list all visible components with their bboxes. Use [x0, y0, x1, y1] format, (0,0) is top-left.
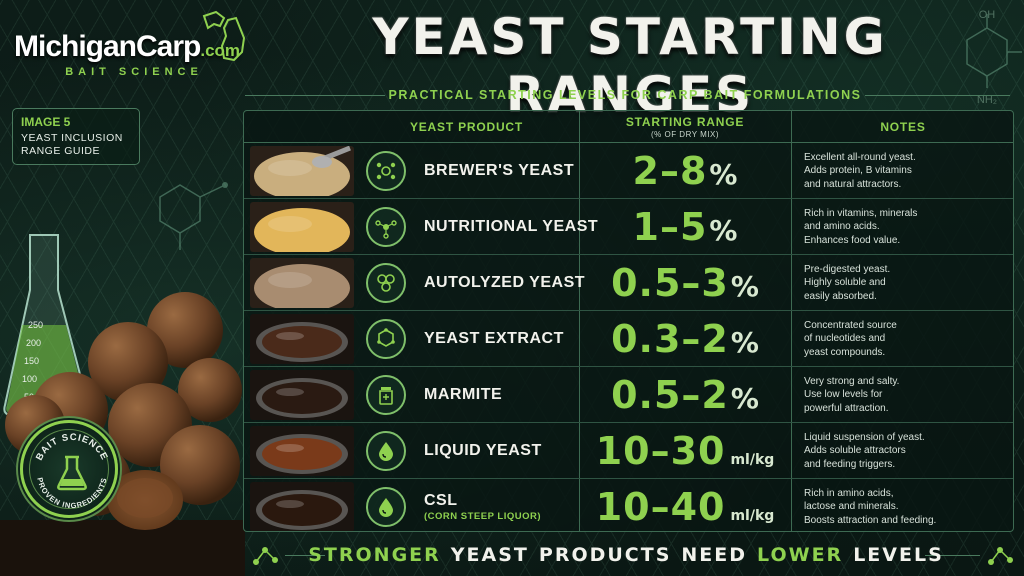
- flask-mark-150: 150: [24, 356, 39, 366]
- column-divider: [791, 111, 792, 531]
- flask-mark-250: 250: [28, 320, 43, 330]
- footer-word: LOWER: [757, 544, 844, 566]
- molecule-icon: [253, 547, 278, 565]
- range-value: 2–8: [632, 149, 708, 193]
- table-row: CSL (CORN STEEP LIQUOR) 10–40 ml/kg Rich i…: [244, 479, 1013, 531]
- range-unit: %: [709, 214, 738, 247]
- product-name: MARMITE: [424, 386, 503, 403]
- brand-name-main: MichiganCarp: [14, 30, 201, 63]
- droplet-icon: [366, 431, 406, 471]
- product-name: AUTOLYZED YEAST: [424, 274, 586, 291]
- subtitle-rule-left: [245, 95, 385, 96]
- jar-icon: [366, 375, 406, 415]
- product-notes: Rich in vitamins, minerals and amino acid…: [804, 208, 918, 246]
- footer-word: LEVELS: [853, 544, 944, 566]
- table-header: YEAST PRODUCT STARTING RANGE (% OF DRY MI…: [244, 111, 1013, 143]
- starting-range: 1–5%: [579, 199, 791, 255]
- product-notes: Liquid suspension of yeast. Adds soluble …: [804, 432, 925, 470]
- brand-name: MichiganCarp.com: [14, 30, 254, 64]
- column-divider: [579, 111, 580, 531]
- starting-range: 0.5–3%: [579, 255, 791, 311]
- range-value: 10–30: [595, 429, 726, 473]
- starting-range: 10–40 ml/kg: [579, 479, 791, 531]
- product-thumbnail: [250, 314, 354, 364]
- footer-rule-left: [285, 555, 325, 556]
- table-row: YEAST EXTRACT 0.3–2% Concentrated source…: [244, 311, 1013, 367]
- product-name: BREWER'S YEAST: [424, 162, 575, 179]
- nutrient-molecule-icon: [366, 207, 406, 247]
- flask-mark-100: 100: [22, 374, 37, 384]
- subtitle-rule-right: [865, 95, 1010, 96]
- brand-name-domain: .com: [200, 41, 241, 60]
- yeast-ranges-table: YEAST PRODUCT STARTING RANGE (% OF DRY MI…: [243, 110, 1014, 532]
- image-tag: IMAGE 5 YEAST INCLUSION RANGE GUIDE: [12, 108, 140, 166]
- starting-range: 0.5–2%: [579, 367, 791, 423]
- page-title: YEAST STARTING RANGES: [372, 8, 888, 124]
- brand-logo: MichiganCarp.com BAIT SCIENCE: [14, 10, 254, 78]
- range-unit: %: [730, 270, 759, 303]
- range-value: 0.5–2: [611, 373, 729, 417]
- table-row: MARMITE 0.5–2% Very strong and salty. Use…: [244, 367, 1013, 423]
- product-thumbnail: [250, 426, 354, 476]
- range-value: 10–40: [595, 485, 726, 529]
- chem-label-nh2: NH₂: [977, 94, 997, 106]
- image-tag-label: IMAGE 5: [21, 115, 71, 129]
- product-notes: Very strong and salty. Use low levels for…: [804, 376, 900, 414]
- range-unit: %: [709, 158, 738, 191]
- molecule-decoration-icon: OH NH₂: [966, 9, 1022, 106]
- range-value: 0.5–3: [611, 261, 729, 305]
- table-row: NUTRITIONAL YEAST 1–5% Rich in vitamins,…: [244, 199, 1013, 255]
- cell-cluster-icon: [366, 263, 406, 303]
- page-subtitle: PRACTICAL STARTING LEVELS FOR CARP BAIT …: [388, 88, 862, 102]
- product-name: NUTRITIONAL YEAST: [424, 218, 599, 235]
- image-tag-line2: RANGE GUIDE: [21, 145, 101, 158]
- michigan-map-icon: [202, 10, 246, 62]
- product-notes: Pre-digested yeast. Highly soluble and eas…: [804, 264, 891, 302]
- product-name: YEAST EXTRACT: [424, 330, 564, 347]
- range-unit: ml/kg: [730, 508, 775, 524]
- product-thumbnail: [250, 258, 354, 308]
- header-range-sub: (% OF DRY MIX): [650, 130, 720, 139]
- hexagon-molecule-icon: [366, 319, 406, 359]
- molecule-decoration-left-icon: [159, 182, 228, 250]
- product-name: LIQUID YEAST: [424, 442, 542, 459]
- chem-label-oh: OH: [979, 9, 996, 21]
- table-row: AUTOLYZED YEAST 0.5–3% Pre-digested yeas…: [244, 255, 1013, 311]
- molecule-icon: [988, 547, 1013, 565]
- starting-range: 10–30 ml/kg: [579, 423, 791, 479]
- product-notes: Rich in amino acids, lactose and minerals…: [804, 488, 937, 526]
- flask-mark-200: 200: [26, 338, 41, 348]
- header-range: STARTING RANGE (% OF DRY MIX): [625, 115, 745, 139]
- header-product: YEAST PRODUCT: [409, 120, 524, 134]
- product-notes: Concentrated source of nucleotides and yea…: [804, 320, 897, 358]
- starting-range: 2–8%: [579, 143, 791, 199]
- range-unit: ml/kg: [730, 452, 775, 468]
- range-unit: %: [730, 326, 759, 359]
- product-thumbnail: [250, 370, 354, 420]
- droplet-icon: [366, 487, 406, 527]
- range-unit: %: [730, 382, 759, 415]
- footer-word: PRODUCTS: [538, 544, 672, 566]
- range-value: 1–5: [632, 205, 708, 249]
- product-thumbnail: [250, 202, 354, 252]
- header-notes: NOTES: [880, 120, 926, 134]
- brand-tagline: BAIT SCIENCE: [65, 66, 203, 78]
- table-row: LIQUID YEAST 10–30 ml/kg Liquid suspensio…: [244, 423, 1013, 479]
- footer-word: YEAST: [450, 544, 529, 566]
- product-thumbnail: [250, 482, 354, 531]
- product-name: CSL (CORN STEEP LIQUOR): [424, 492, 541, 522]
- bait-science-badge: BAIT SCIENCE PROVEN INGREDIENTS: [20, 420, 118, 518]
- footer-word: STRONGER: [308, 544, 441, 566]
- footer-rule-right: [925, 555, 980, 556]
- footer-banner: STRONGER YEAST PRODUCTS NEED LOWER LEVEL…: [228, 538, 1024, 572]
- starting-range: 0.3–2%: [579, 311, 791, 367]
- footer-word: NEED: [681, 544, 748, 566]
- table-row: BREWER'S YEAST 2–8% Excellent all-round …: [244, 143, 1013, 199]
- image-tag-line1: YEAST INCLUSION: [21, 132, 123, 144]
- range-value: 0.3–2: [611, 317, 729, 361]
- product-notes: Excellent all-round yeast. Adds protein, …: [804, 152, 916, 190]
- product-name-aux: (CORN STEEP LIQUOR): [424, 511, 541, 522]
- yeast-cells-icon: [366, 151, 406, 191]
- product-thumbnail: [250, 146, 354, 196]
